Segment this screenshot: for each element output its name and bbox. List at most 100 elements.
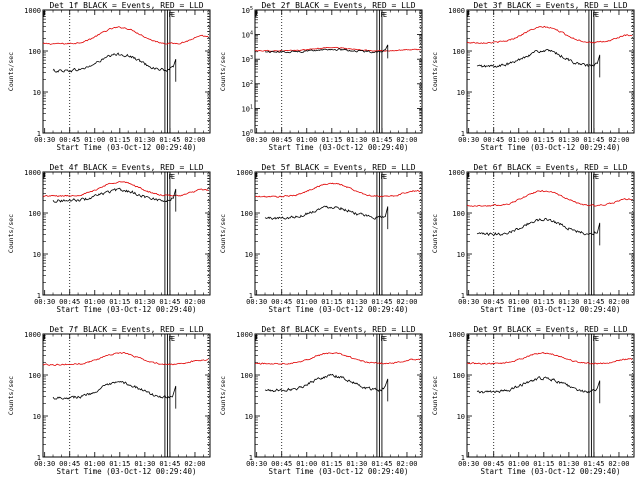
- y-tick-label: 100: [452, 372, 465, 380]
- y-tick-label: 1: [461, 454, 465, 462]
- x-tick-label: 01:45: [159, 136, 180, 144]
- marker-f-label: F: [380, 173, 384, 181]
- x-tick-label: 00:45: [271, 298, 292, 306]
- x-tick-label: 01:30: [134, 298, 155, 306]
- x-tick-label: 01:00: [296, 460, 317, 468]
- x-tick-label: 02:00: [184, 136, 205, 144]
- marker-f-label: F: [168, 173, 172, 181]
- x-axis-label: Start Time (03-Oct-12 00:29:40): [269, 305, 409, 314]
- marker-e-label: E: [595, 11, 599, 19]
- x-axis-label: Start Time (03-Oct-12 00:29:40): [481, 467, 621, 476]
- y-tick-label: 1: [461, 292, 465, 300]
- detector-panel-4: Det 4f BLACK = Events, RED = LLD Counts/s…: [7, 163, 211, 314]
- panel-title: Det 3f BLACK = Events, RED = LLD: [473, 1, 627, 10]
- x-tick-label: 01:00: [84, 460, 105, 468]
- y-tick-label: 10: [33, 413, 41, 421]
- x-axis-label: Start Time (03-Oct-12 00:29:40): [481, 305, 621, 314]
- detector-panel-2: Det 2f BLACK = Events, RED = LLD Counts/s…: [219, 1, 423, 152]
- y-tick-label: 100: [240, 210, 253, 218]
- series-events-black: [52, 380, 177, 409]
- series-lld-red: [466, 189, 633, 207]
- y-tick-label: 102: [242, 80, 253, 89]
- x-tick-label: 01:15: [109, 460, 130, 468]
- series-events-black: [476, 217, 601, 246]
- y-axis-label: Counts/sec: [219, 214, 227, 253]
- y-tick-label: 1: [461, 130, 465, 138]
- x-tick-label: 01:30: [558, 298, 579, 306]
- y-axis-label: Counts/sec: [7, 214, 15, 253]
- y-tick-label: 100: [242, 129, 253, 138]
- panel-title: Det 2f BLACK = Events, RED = LLD: [261, 1, 415, 10]
- x-tick-label: 01:30: [346, 136, 367, 144]
- y-tick-label: 10: [457, 413, 465, 421]
- panel-title: Det 6f BLACK = Events, RED = LLD: [473, 163, 627, 172]
- x-tick-label: 01:00: [508, 136, 529, 144]
- y-tick-label: 10: [33, 89, 41, 97]
- panel-title: Det 4f BLACK = Events, RED = LLD: [49, 163, 203, 172]
- x-tick-label: 01:45: [583, 298, 604, 306]
- x-tick-label: 02:00: [396, 460, 417, 468]
- x-tick-label: 01:45: [371, 298, 392, 306]
- x-axis-label: Start Time (03-Oct-12 00:29:40): [269, 143, 409, 152]
- x-tick-label: 01:30: [558, 460, 579, 468]
- marker-f-label: F: [592, 335, 596, 343]
- panel-title: Det 5f BLACK = Events, RED = LLD: [261, 163, 415, 172]
- y-tick-label: 103: [242, 55, 253, 64]
- x-tick-label: 00:30: [34, 136, 55, 144]
- series-events-black: [52, 52, 177, 82]
- x-tick-label: 02:00: [608, 460, 629, 468]
- x-tick-label: 02:00: [608, 136, 629, 144]
- x-tick-label: 00:30: [458, 136, 479, 144]
- y-axis-label: Counts/sec: [431, 214, 439, 253]
- y-tick-label: 100: [28, 210, 41, 218]
- marker-e-label: E: [383, 335, 387, 343]
- plot-frame: [466, 333, 635, 458]
- x-tick-label: 01:15: [321, 298, 342, 306]
- detector-panel-8: Det 8f BLACK = Events, RED = LLD Counts/s…: [219, 325, 423, 476]
- detector-panel-9: Det 9f BLACK = Events, RED = LLD Counts/s…: [431, 325, 635, 476]
- x-tick-label: 01:45: [371, 460, 392, 468]
- marker-e-label: E: [171, 173, 175, 181]
- y-tick-label: 1000: [236, 169, 253, 177]
- y-tick-label: 101: [242, 104, 253, 113]
- series-lld-red: [42, 181, 209, 197]
- series-lld-red: [42, 26, 209, 45]
- series-lld-red: [254, 352, 421, 365]
- x-tick-label: 01:15: [321, 460, 342, 468]
- marker-f-label: F: [168, 335, 172, 343]
- detector-panel-7: Det 7f BLACK = Events, RED = LLD Counts/s…: [7, 325, 211, 476]
- y-axis-label: Counts/sec: [7, 376, 15, 415]
- y-tick-label: 1000: [448, 331, 465, 339]
- panel-title: Det 1f BLACK = Events, RED = LLD: [49, 1, 203, 10]
- x-tick-label: 00:45: [483, 298, 504, 306]
- y-axis-label: Counts/sec: [431, 52, 439, 91]
- x-axis-label: Start Time (03-Oct-12 00:29:40): [57, 467, 197, 476]
- x-tick-label: 01:15: [533, 460, 554, 468]
- x-tick-label: 00:45: [483, 136, 504, 144]
- marker-f-label: F: [592, 11, 596, 19]
- x-tick-label: 01:00: [296, 136, 317, 144]
- y-tick-label: 1: [249, 292, 253, 300]
- x-tick-label: 01:00: [508, 298, 529, 306]
- y-tick-label: 100: [240, 372, 253, 380]
- x-tick-label: 01:45: [159, 298, 180, 306]
- x-tick-label: 00:30: [246, 460, 267, 468]
- x-tick-label: 01:30: [346, 298, 367, 306]
- panel-title: Det 9f BLACK = Events, RED = LLD: [473, 325, 627, 334]
- y-tick-label: 1000: [24, 169, 41, 177]
- series-lld-red: [254, 182, 421, 198]
- x-tick-label: 00:45: [59, 298, 80, 306]
- plot-frame: [42, 171, 211, 296]
- series-events-black: [264, 373, 389, 402]
- y-tick-label: 10: [245, 251, 253, 259]
- y-tick-label: 100: [28, 48, 41, 56]
- marker-f-label: F: [592, 173, 596, 181]
- y-tick-label: 1: [37, 454, 41, 462]
- x-axis-label: Start Time (03-Oct-12 00:29:40): [57, 143, 197, 152]
- y-tick-label: 1000: [236, 331, 253, 339]
- y-axis-label: Counts/sec: [219, 52, 227, 91]
- x-tick-label: 00:45: [271, 460, 292, 468]
- series-events-black: [264, 205, 389, 230]
